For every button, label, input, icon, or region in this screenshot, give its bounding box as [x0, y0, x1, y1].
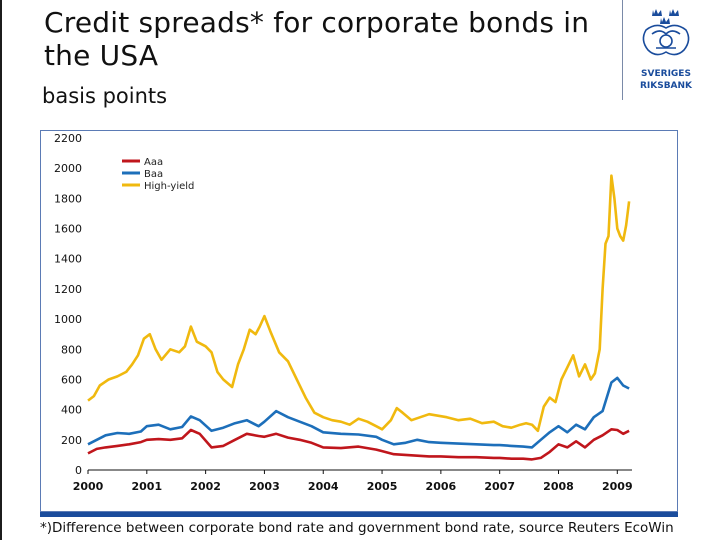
chart-title: Credit spreads* for corporate bonds in t…: [44, 6, 590, 72]
footnote: *)Difference between corporate bond rate…: [40, 520, 674, 536]
x-tick-label: 2009: [602, 480, 633, 493]
y-tick-label: 1000: [54, 313, 82, 326]
x-tick-label: 2004: [308, 480, 339, 493]
y-tick-label: 1200: [54, 283, 82, 296]
legend-label: Aaa: [144, 157, 163, 168]
x-tick-label: 2007: [484, 480, 515, 493]
y-tick-label: 600: [61, 373, 82, 386]
y-tick-label: 2200: [54, 132, 82, 145]
riksbank-logo-icon: SVERIGES RIKSBANK: [640, 9, 693, 91]
y-tick-label: 1800: [54, 192, 82, 205]
series-layer: [87, 174, 631, 461]
y-tick-label: 400: [61, 404, 82, 417]
chart-subtitle: basis points: [42, 84, 168, 108]
x-tick-label: 2003: [249, 480, 280, 493]
logo-text-line2: RIKSBANK: [640, 81, 693, 91]
logo-text-line1: SVERIGES: [641, 69, 691, 79]
footnote-bar: [40, 512, 678, 517]
left-edge-rule: [0, 0, 2, 540]
legend-label: Baa: [144, 169, 163, 180]
x-tick-label: 2005: [367, 480, 398, 493]
x-tick-label: 2000: [73, 480, 104, 493]
line-chart: 0 200 400 600 800 1000 1200 1400 1600 1800 2000 220…: [54, 132, 633, 493]
y-tick-label: 0: [75, 464, 82, 477]
legend-label: High-yield: [144, 181, 194, 192]
x-tick-label: 2001: [131, 480, 162, 493]
x-tick-label: 2008: [543, 480, 574, 493]
y-tick-label: 800: [61, 343, 82, 356]
series-line-high-yield: [87, 174, 631, 433]
chart-frame: [40, 130, 678, 512]
logo-divider: [622, 0, 623, 100]
chart-axes: 0 200 400 600 800 1000 1200 1400 1600 1800 2000 220…: [54, 132, 633, 493]
y-tick-label: 1400: [54, 253, 82, 266]
y-tick-label: 1600: [54, 223, 82, 236]
x-tick-label: 2002: [190, 480, 221, 493]
x-tick-label: 2006: [426, 480, 457, 493]
y-tick-label: 200: [61, 434, 82, 447]
series-line-baa: [87, 376, 630, 449]
series-line-aaa: [87, 427, 630, 461]
y-tick-label: 2000: [54, 162, 82, 175]
